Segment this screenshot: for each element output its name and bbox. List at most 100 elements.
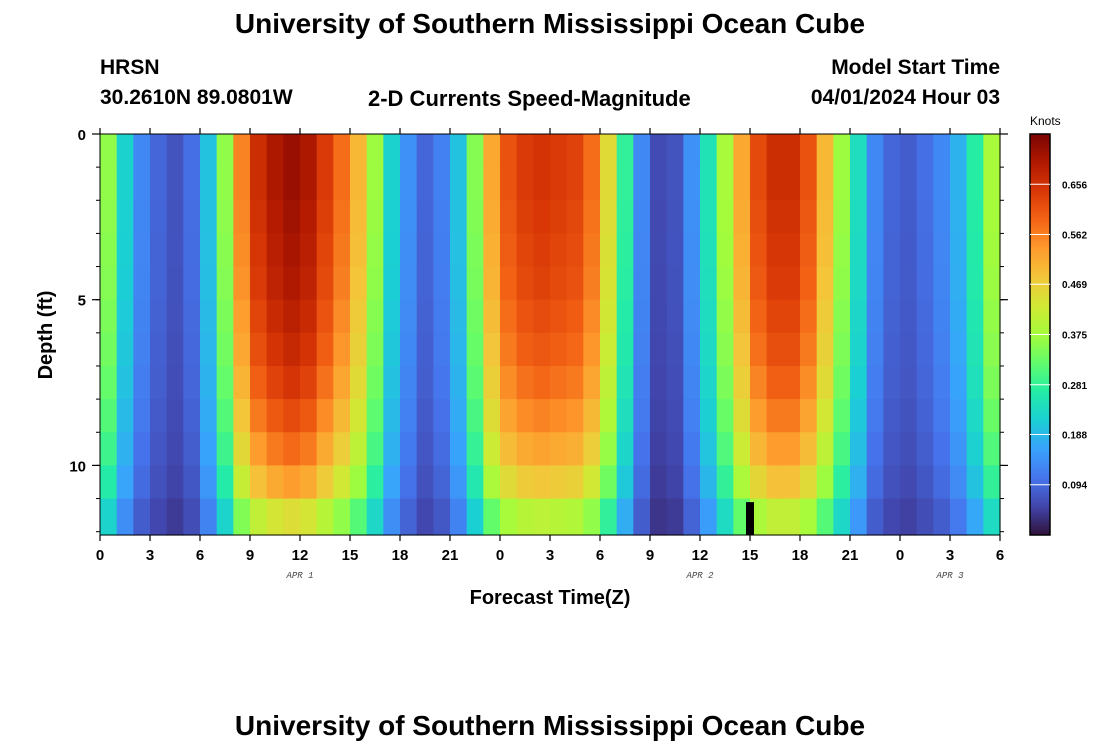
heatmap-cell xyxy=(666,432,684,466)
heatmap-cell xyxy=(950,167,968,201)
x-tick-label: 15 xyxy=(342,547,359,564)
heatmap-cell xyxy=(700,200,718,235)
heatmap-cell xyxy=(733,167,751,201)
heatmap-cell xyxy=(216,200,234,235)
heatmap-cell xyxy=(416,134,434,168)
heatmap-cell xyxy=(500,498,518,536)
heatmap-cell xyxy=(750,498,768,536)
heatmap-cell xyxy=(966,167,984,201)
heatmap-cell xyxy=(733,399,751,433)
heatmap-cell xyxy=(800,200,818,235)
heatmap-cell xyxy=(433,498,451,536)
heatmap-cell xyxy=(833,200,851,235)
heatmap-cell xyxy=(883,498,901,536)
heatmap-cell xyxy=(733,299,751,334)
heatmap-cell xyxy=(300,200,318,235)
heatmap-cell xyxy=(816,365,834,400)
heatmap-cell xyxy=(250,332,268,367)
heatmap-cell xyxy=(400,332,418,367)
heatmap-cell xyxy=(850,200,868,235)
heatmap-cell xyxy=(950,432,968,466)
heatmap-cell xyxy=(816,266,834,301)
heatmap-cell xyxy=(583,167,601,201)
heatmap-cell xyxy=(966,332,984,367)
heatmap-cell xyxy=(600,200,618,235)
heatmap-cell xyxy=(500,167,518,201)
heatmap-cell xyxy=(733,266,751,301)
heatmap-cell xyxy=(916,233,934,268)
heatmap-cell xyxy=(550,200,568,235)
heatmap-cell xyxy=(566,233,584,268)
heatmap-cell xyxy=(616,266,634,301)
heatmap-cell xyxy=(116,233,134,268)
heatmap-cell xyxy=(433,266,451,301)
heatmap-cell xyxy=(400,432,418,466)
heatmap-cell xyxy=(183,266,201,301)
heatmap-cell xyxy=(900,167,918,201)
heatmap-cell xyxy=(816,134,834,168)
heatmap-cell xyxy=(166,432,184,466)
heatmap-cell xyxy=(566,332,584,367)
heatmap-cell xyxy=(366,332,384,367)
colorbar-title: Knots xyxy=(1030,114,1061,128)
heatmap-cell xyxy=(433,233,451,268)
heatmap-cell xyxy=(733,365,751,400)
heatmap-cell xyxy=(216,134,234,168)
heatmap-cell xyxy=(466,134,484,168)
heatmap-cell xyxy=(350,167,368,201)
heatmap-cell xyxy=(550,299,568,334)
heatmap-cell xyxy=(766,266,784,301)
heatmap-cell xyxy=(966,200,984,235)
heatmap-cell xyxy=(883,200,901,235)
heatmap-cell xyxy=(783,200,801,235)
heatmap-cell xyxy=(683,200,701,235)
heatmap-cell xyxy=(450,167,468,201)
heatmap-cell xyxy=(150,134,168,168)
heatmap-cell xyxy=(133,332,151,367)
heatmap-cell xyxy=(700,432,718,466)
heatmap-cell xyxy=(150,332,168,367)
x-tick-label: 0 xyxy=(96,547,104,564)
heatmap-cell xyxy=(150,299,168,334)
heatmap-cell xyxy=(283,498,301,536)
heatmap-cell xyxy=(883,299,901,334)
heatmap-cell xyxy=(116,432,134,466)
heatmap-cell xyxy=(166,365,184,400)
heatmap-cell xyxy=(200,233,218,268)
heatmap-cell xyxy=(583,498,601,536)
heatmap-cell xyxy=(183,167,201,201)
heatmap-cell xyxy=(516,399,534,433)
x-tick-label: 6 xyxy=(196,547,204,564)
heatmap-cell xyxy=(533,200,551,235)
heatmap-cell xyxy=(250,233,268,268)
heatmap-cell xyxy=(150,465,168,500)
heatmap-cell xyxy=(683,465,701,500)
heatmap-cell xyxy=(550,266,568,301)
heatmap-cell xyxy=(200,465,218,500)
x-tick-label: 21 xyxy=(842,547,859,564)
heatmap-cell xyxy=(516,498,534,536)
heatmap-cell xyxy=(583,365,601,400)
station-coordinates: 30.2610N 89.0801W xyxy=(100,86,293,109)
y-tick-label: 5 xyxy=(78,293,86,310)
heatmap-cell xyxy=(416,432,434,466)
heatmap-cell xyxy=(700,365,718,400)
heatmap-cell xyxy=(250,299,268,334)
heatmap-cell xyxy=(683,432,701,466)
heatmap-cell xyxy=(416,266,434,301)
heatmap-cell xyxy=(183,233,201,268)
axes: 0 3 6 9 12 15 18 21 0 3 6 9 12 15 18 21 0 3 6 APR 1 APR 2 APR… xyxy=(69,127,1008,581)
heatmap-cell xyxy=(816,233,834,268)
heatmap-cell xyxy=(733,200,751,235)
heatmap-cell xyxy=(450,432,468,466)
heatmap-cell xyxy=(550,134,568,168)
heatmap-cell xyxy=(400,498,418,536)
x-axis-title: Forecast Time(Z) xyxy=(470,587,631,609)
heatmap-cell xyxy=(850,266,868,301)
heatmap-cell xyxy=(666,200,684,235)
heatmap-cell xyxy=(366,399,384,433)
heatmap-cell xyxy=(166,233,184,268)
heatmap-cell xyxy=(766,233,784,268)
station-name: HRSN xyxy=(100,56,160,79)
heatmap-cell xyxy=(783,299,801,334)
